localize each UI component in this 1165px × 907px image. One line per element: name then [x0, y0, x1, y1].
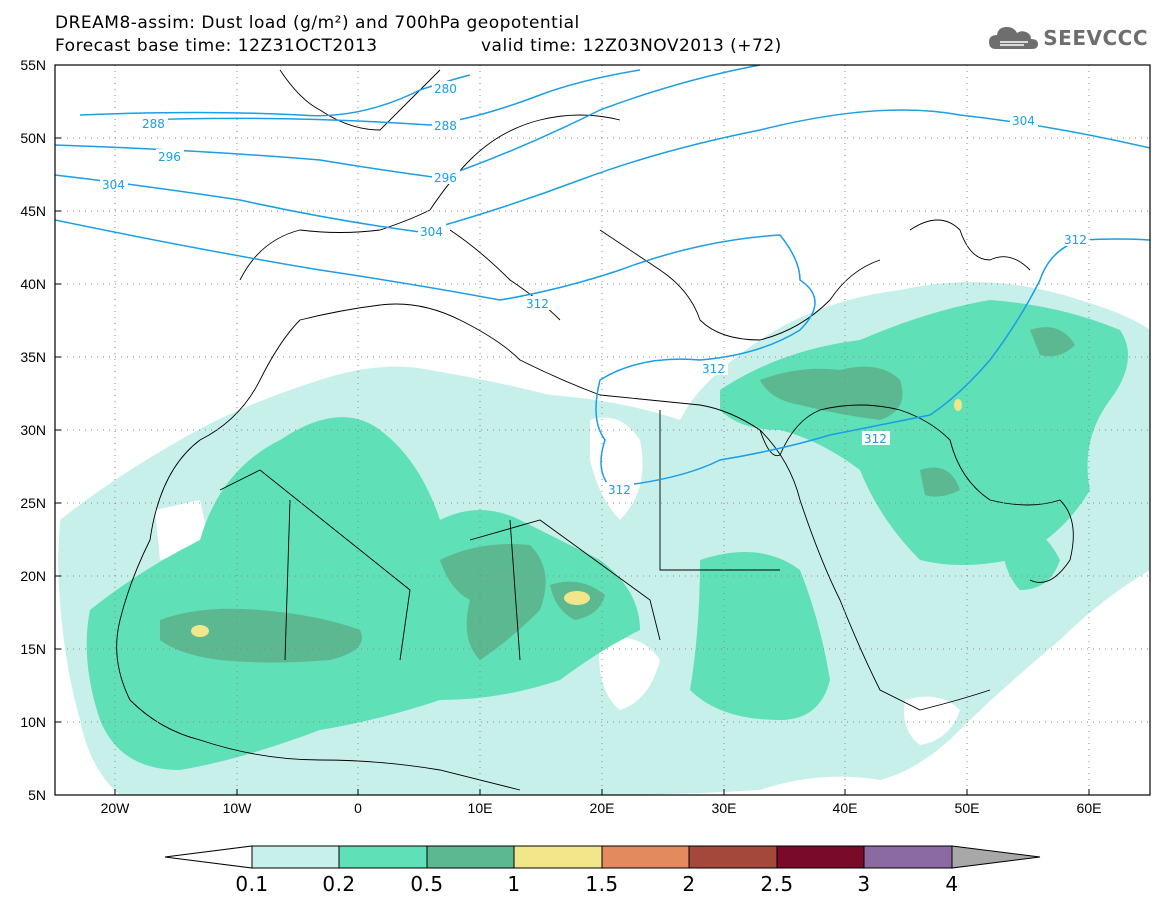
coastlines [116, 69, 1074, 791]
lon-label: 10E [468, 800, 493, 816]
colorbar-swatch [863, 845, 953, 869]
forecast-base-time: Forecast base time: 12Z31OCT2013 [55, 36, 378, 56]
dust-0-2-region [86, 300, 1128, 770]
valid-time: valid time: 12Z03NOV2013 (+72) [481, 36, 782, 56]
contour-label: 312 [702, 362, 725, 376]
colorbar-swatch [688, 845, 778, 869]
contour-label: 296 [434, 171, 457, 185]
colorbar-over-arrow [951, 845, 1041, 869]
colorbar-label: 2.5 [760, 872, 794, 896]
colorbar-label: 0.2 [322, 872, 356, 896]
colorbar-under-arrow [164, 845, 253, 869]
contour-label: 304 [102, 178, 125, 192]
latitude-labels: 55N 50N 45N 40N 35N 30N 25N 20N 15N 10N … [20, 57, 46, 803]
lat-label: 15N [20, 641, 46, 657]
dust-fields [58, 282, 1150, 795]
colorbar-swatch [251, 845, 340, 869]
contour-label: 312 [1064, 233, 1087, 247]
lon-label: 50E [955, 800, 980, 816]
lat-label: 30N [20, 422, 46, 438]
lon-label: 60E [1077, 800, 1102, 816]
colorbar-label: 3 [857, 872, 871, 896]
colorbar-label: 2 [682, 872, 696, 896]
colorbar-label: 0.1 [235, 872, 269, 896]
colorbar-swatch [338, 845, 428, 869]
logo-text: SEEVCCC [1043, 26, 1148, 50]
lat-label: 55N [20, 57, 46, 73]
lon-label: 10W [223, 800, 253, 816]
cloud-logo-icon [989, 27, 1039, 49]
seevccc-logo: SEEVCCC [988, 23, 1148, 53]
contour-label: 288 [434, 119, 457, 133]
lat-label: 35N [20, 349, 46, 365]
lat-label: 45N [20, 203, 46, 219]
colorbar-swatch [426, 845, 515, 869]
contour-labels: 280 288 288 296 296 304 304 304 312 312 … [100, 81, 1090, 497]
lon-label: 40E [833, 800, 858, 816]
contour-label: 304 [1012, 114, 1035, 128]
colorbar-label: 4 [945, 872, 959, 896]
lat-label: 20N [20, 568, 46, 584]
dust-1-region [191, 399, 962, 637]
colorbar-swatch [513, 845, 603, 869]
lat-label: 40N [20, 276, 46, 292]
colorbar [164, 845, 1041, 869]
lat-label: 50N [20, 130, 46, 146]
colorbar-swatch [601, 845, 690, 869]
contour-label: 304 [420, 225, 443, 239]
contour-label: 312 [526, 297, 549, 311]
colorbar-swatch [776, 845, 865, 869]
lon-label: 20E [590, 800, 615, 816]
contour-label: 312 [864, 432, 887, 446]
lat-label: 10N [20, 714, 46, 730]
colorbar-label: 0.5 [410, 872, 444, 896]
graticule [55, 65, 1150, 795]
contour-label: 280 [434, 82, 457, 96]
longitude-labels: 20W 10W 0 10E 20E 30E 40E 50E 60E [101, 800, 1102, 816]
contour-label: 296 [158, 150, 181, 164]
map-title: DREAM8-assim: Dust load (g/m²) and 700hP… [55, 13, 580, 33]
dust-0-5-region [160, 327, 1075, 663]
contour-label: 312 [608, 483, 631, 497]
lon-label: 20W [101, 800, 131, 816]
colorbar-label: 1 [507, 872, 521, 896]
lon-label: 0 [354, 800, 362, 816]
colorbar-label: 1.5 [585, 872, 619, 896]
lat-label: 5N [28, 787, 46, 803]
lon-label: 30E [712, 800, 737, 816]
axis-ticks [55, 137, 1090, 795]
lat-label: 25N [20, 495, 46, 511]
contour-label: 288 [142, 117, 165, 131]
